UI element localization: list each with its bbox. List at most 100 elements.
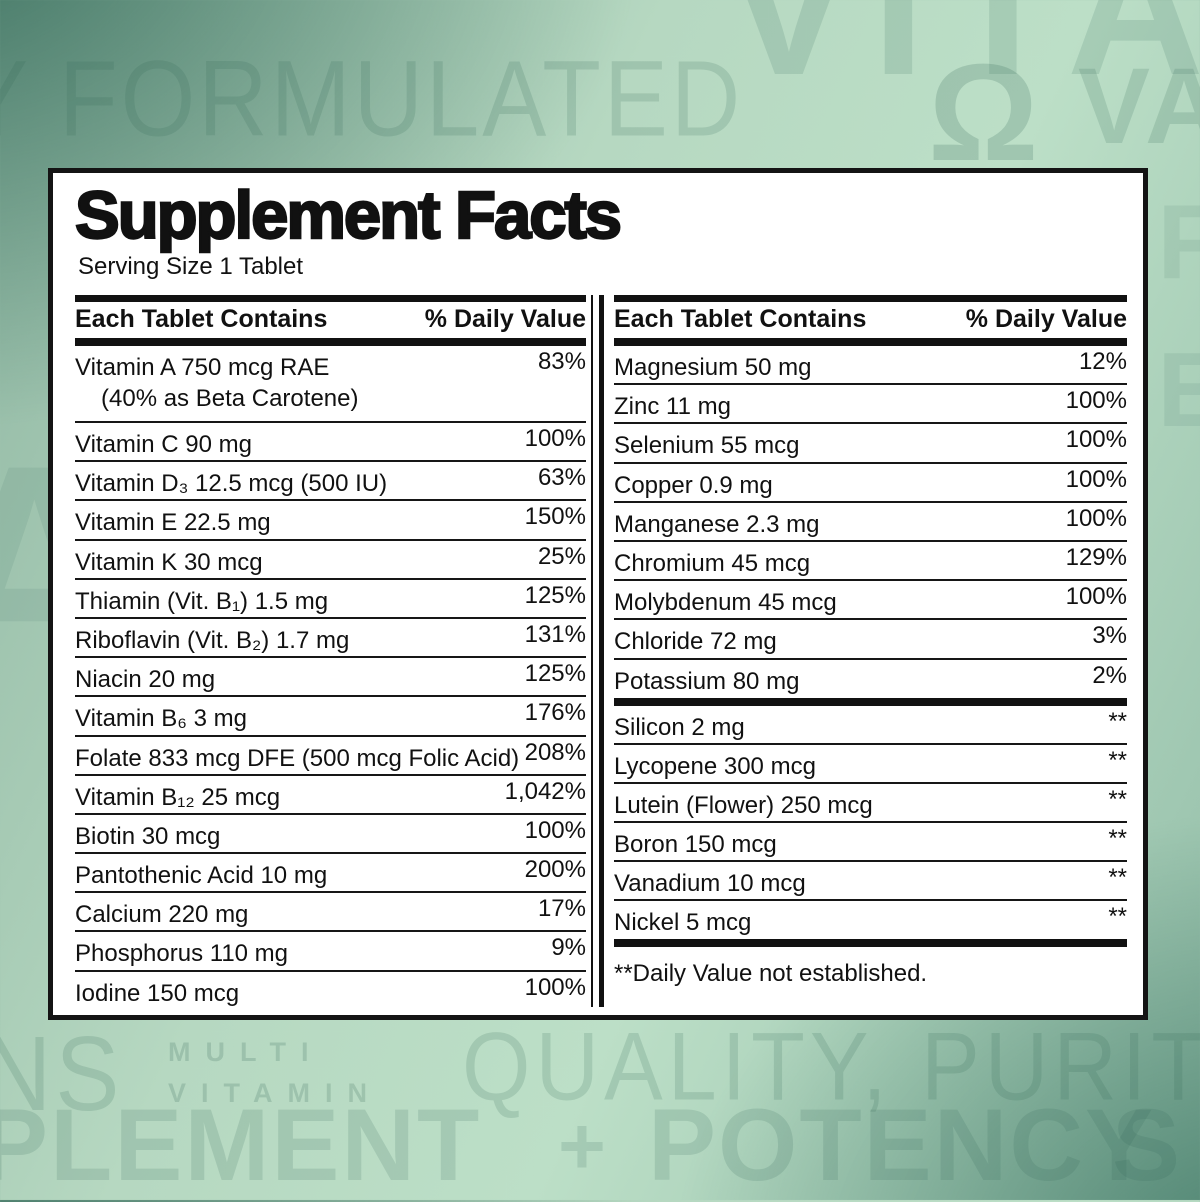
- nutrient-name-line1: Vitamin C 90 mg: [75, 431, 252, 458]
- daily-value: **: [1108, 746, 1127, 774]
- nutrient-name: Vitamin C 90 mg: [75, 423, 252, 460]
- nutrient-name: Silicon 2 mg: [614, 706, 745, 743]
- nutrient-row: Pantothenic Acid 10 mg 200%: [75, 854, 586, 894]
- nutrient-name: Iodine 150 mcg: [75, 972, 239, 1009]
- nutrient-name-line1: Boron 150 mcg: [614, 831, 777, 859]
- nutrient-name-line1: Phosphorus 110 mg: [75, 940, 289, 968]
- nutrient-name-line1: Nickel 5 mcg: [614, 909, 752, 937]
- watermark-plus: +: [558, 1101, 608, 1192]
- header-daily-value-label: % Daily Value: [965, 305, 1127, 333]
- watermark-va: VA: [1078, 45, 1200, 166]
- nutrient-name: Copper 0.9 mg: [614, 464, 773, 501]
- nutrient-name-line1: Biotin 30 mcg: [75, 822, 221, 850]
- nutrient-row: Calcium 220 mg 17%: [75, 893, 586, 933]
- section-divider-bar: [614, 697, 1127, 706]
- nutrient-name-line2: (40% as Beta Carotene): [101, 385, 359, 413]
- nutrient-name: Molybdenum 45 mcg: [614, 581, 837, 618]
- nutrient-name-line1: Riboflavin (Vit. B₂) 1.7 mg: [75, 626, 350, 654]
- nutrient-name: Vanadium 10 mcg: [614, 862, 806, 899]
- nutrient-row: Vitamin A 750 mcg RAE (40% as Beta Carote…: [75, 346, 586, 423]
- nutrient-name: Boron 150 mcg: [614, 823, 777, 860]
- nutrient-name-line1: Chloride 72 mg: [614, 628, 777, 656]
- section-divider-bar: [614, 939, 1127, 948]
- daily-value: 100%: [1065, 504, 1127, 532]
- nutrient-name: Folate 833 mcg DFE (500 mcg Folic Acid): [75, 737, 519, 774]
- watermark-multi-line1: MULTI: [168, 1037, 324, 1067]
- nutrient-name-line1: Magnesium 50 mg: [614, 354, 812, 381]
- nutrient-name-line1: Manganese 2.3 mg: [614, 510, 820, 538]
- nutrient-name: Magnesium 50 mg: [614, 346, 811, 383]
- nutrient-row: Potassium 80 mg 2%: [614, 660, 1127, 698]
- header-daily-value-label: % Daily Value: [424, 305, 586, 333]
- daily-value: 176%: [524, 699, 586, 727]
- nutrient-name-line1: Molybdenum 45 mcg: [614, 589, 837, 617]
- nutrient-name: Lutein (Flower) 250 mcg: [614, 784, 873, 821]
- nutrient-row: Nickel 5 mcg **: [614, 901, 1127, 939]
- daily-value: 2%: [1092, 661, 1127, 689]
- nutrient-row: Thiamin (Vit. B₁) 1.5 mg 125%: [75, 580, 586, 619]
- nutrient-name: Vitamin E 22.5 mg: [75, 501, 271, 538]
- daily-value: 12%: [1078, 348, 1127, 375]
- header-contains-label: Each Tablet Contains: [614, 305, 867, 333]
- nutrient-name: Vitamin D₃ 12.5 mcg (500 IU): [75, 462, 387, 499]
- nutrient-name-line1: Vitamin A 750 mcg RAE: [75, 354, 330, 381]
- daily-value: 129%: [1065, 543, 1127, 571]
- nutrient-name: Chromium 45 mcg: [614, 542, 810, 579]
- left-column-header: Each Tablet Contains % Daily Value: [75, 302, 586, 338]
- daily-value: **: [1108, 903, 1127, 931]
- daily-value: 100%: [1065, 387, 1127, 415]
- nutrient-row: Iodine 150 mcg 100%: [75, 972, 586, 1010]
- watermark-potency: POTENCY: [648, 1088, 1156, 1202]
- nutrient-name-line1: Potassium 80 mg: [614, 667, 800, 695]
- nutrient-row: Magnesium 50 mg 12%: [614, 346, 1127, 386]
- nutrient-row: Folate 833 mcg DFE (500 mcg Folic Acid) 2…: [75, 737, 586, 776]
- nutrient-name: Manganese 2.3 mg: [614, 503, 819, 540]
- nutrient-row: Copper 0.9 mg 100%: [614, 464, 1127, 503]
- nutrient-row: Riboflavin (Vit. B₂) 1.7 mg 131%: [75, 619, 586, 659]
- daily-value: 131%: [524, 620, 586, 648]
- nutrient-name-line1: Chromium 45 mcg: [614, 549, 811, 577]
- nutrient-row: Lutein (Flower) 250 mcg **: [614, 784, 1127, 824]
- daily-value: 100%: [524, 425, 586, 452]
- panel-title: Supplement Facts: [74, 178, 623, 253]
- nutrient-columns: Each Tablet Contains % Daily Value Vitam…: [75, 295, 1127, 1007]
- daily-value: 100%: [524, 816, 586, 844]
- nutrient-row: Selenium 55 mcg 100%: [614, 424, 1127, 464]
- nutrient-name-line1: Copper 0.9 mg: [614, 471, 773, 499]
- nutrient-row: Vitamin B₁₂ 25 mcg 1,042%: [75, 776, 586, 815]
- nutrient-name: Calcium 220 mg: [75, 893, 248, 930]
- nutrient-name-line1: Silicon 2 mg: [614, 713, 745, 741]
- nutrient-name: Vitamin K 30 mcg: [75, 541, 263, 578]
- nutrient-row: Chloride 72 mg 3%: [614, 620, 1127, 660]
- header-bar-bottom: [614, 338, 1127, 346]
- nutrient-row: Molybdenum 45 mcg 100%: [614, 581, 1127, 621]
- nutrient-name: Pantothenic Acid 10 mg: [75, 854, 327, 891]
- right-column-header: Each Tablet Contains % Daily Value: [614, 302, 1127, 338]
- nutrient-name-line1: Pantothenic Acid 10 mg: [75, 862, 328, 890]
- nutrient-name: Riboflavin (Vit. B₂) 1.7 mg: [75, 619, 349, 656]
- left-column: Each Tablet Contains % Daily Value Vitam…: [75, 295, 586, 1007]
- serving-size: Serving Size 1 Tablet: [78, 253, 304, 280]
- right-column: Each Tablet Contains % Daily Value Magne…: [614, 295, 1127, 1007]
- nutrient-row: Phosphorus 110 mg 9%: [75, 932, 586, 972]
- nutrient-row: Niacin 20 mg 125%: [75, 658, 586, 698]
- watermark-quality-purity: QUALITY, PURITY: [462, 1011, 1200, 1121]
- nutrient-row: Chromium 45 mcg 129%: [614, 542, 1127, 582]
- daily-value: 1,042%: [504, 777, 586, 805]
- nutrient-row: Lycopene 300 mcg **: [614, 745, 1127, 784]
- daily-value: **: [1108, 785, 1127, 813]
- header-bar-top: [75, 295, 586, 302]
- nutrient-name-line1: Thiamin (Vit. B₁) 1.5 mg: [75, 587, 329, 615]
- nutrient-name: Selenium 55 mcg: [614, 424, 799, 461]
- nutrient-name-line1: Zinc 11 mg: [614, 393, 731, 421]
- nutrient-name: Vitamin B₆ 3 mg: [75, 697, 247, 734]
- header-contains-label: Each Tablet Contains: [75, 305, 328, 333]
- footnote: **Daily Value not established.: [614, 960, 928, 988]
- nutrient-name: Potassium 80 mg: [614, 660, 799, 697]
- nutrient-name: Thiamin (Vit. B₁) 1.5 mg: [75, 580, 328, 617]
- nutrient-row: Vitamin K 30 mcg 25%: [75, 541, 586, 580]
- nutrient-name: Vitamin A 750 mcg RAE (40% as Beta Carote…: [75, 346, 358, 414]
- daily-value: 100%: [1065, 583, 1127, 611]
- nutrient-name: Zinc 11 mg: [614, 385, 731, 422]
- nutrient-row: Vanadium 10 mcg **: [614, 862, 1127, 902]
